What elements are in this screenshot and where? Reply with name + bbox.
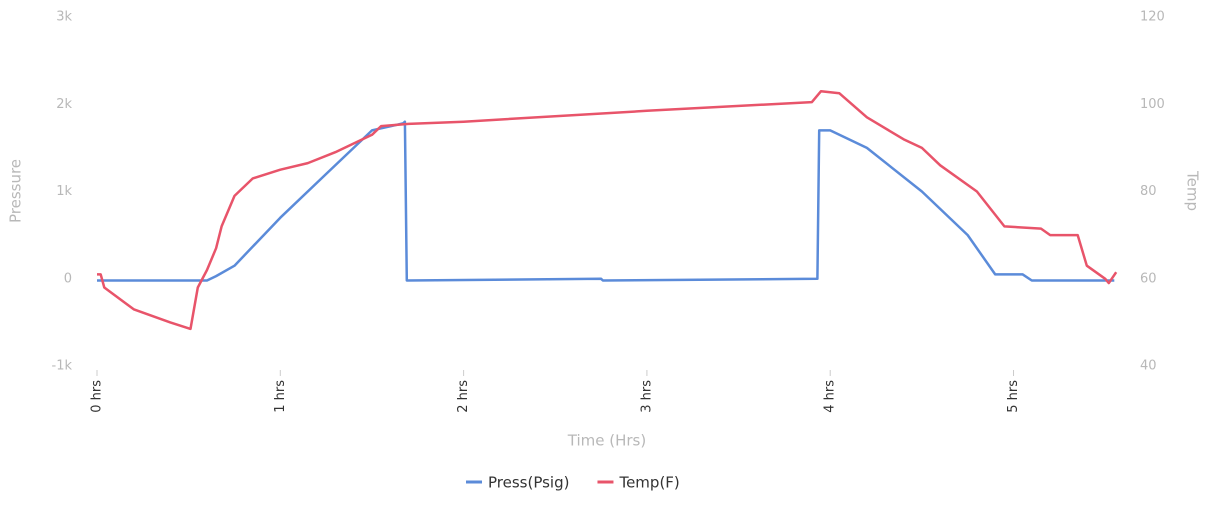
series-line [97,120,1115,282]
y-axis-label: Pressure [7,159,25,223]
y-tick-label: 3k [56,10,72,25]
y2-tick-label: 100 [1140,97,1165,112]
y2-tick-label: 120 [1140,10,1165,25]
legend-label: Press(Psig) [488,474,569,492]
x-tick-label: 5 hrs [1006,380,1021,413]
x-tick-label: 3 hrs [639,380,654,413]
x-tick-label: 4 hrs [823,380,838,413]
y-tick-label: 1k [56,184,72,199]
y-tick-label: 0 [64,271,72,286]
x-tick-label: 0 hrs [90,380,105,413]
y2-tick-label: 40 [1140,359,1157,374]
y2-tick-label: 60 [1140,271,1157,286]
y2-axis-label: Temp [1184,170,1202,211]
y2-tick-label: 80 [1140,184,1157,199]
x-axis-label: Time (Hrs) [567,432,646,450]
x-tick-label: 1 hrs [273,380,288,413]
legend-label: Temp(F) [618,474,679,492]
series-line [97,89,1118,331]
x-tick-label: 2 hrs [456,380,471,413]
y-tick-label: -1k [52,359,73,374]
y-tick-label: 2k [56,97,72,112]
